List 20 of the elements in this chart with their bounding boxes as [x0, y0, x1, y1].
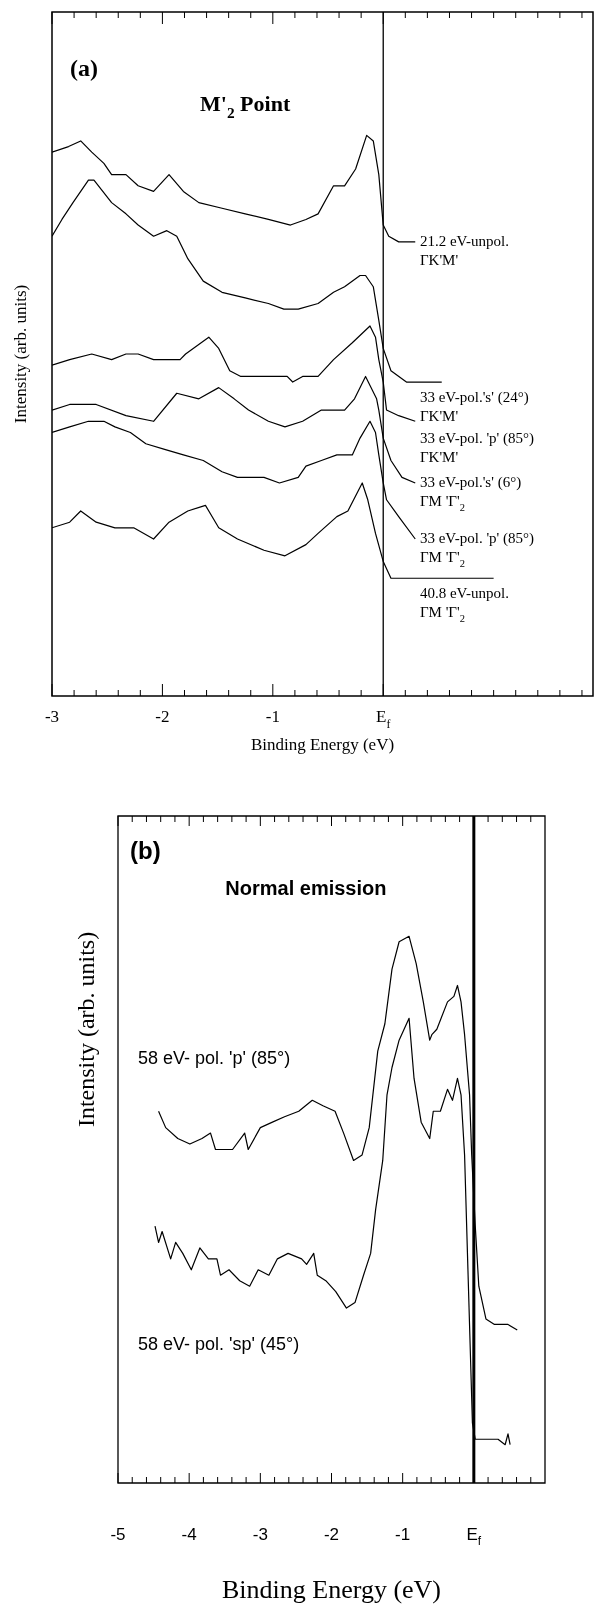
x-tick-label: -2: [323, 1524, 340, 1544]
x-axis-title: Binding Energy (eV): [221, 1574, 442, 1604]
x-tick-label: -1: [395, 1524, 411, 1544]
x-tick-label: -3: [252, 1524, 268, 1544]
chart-title: Normal emission: [225, 876, 387, 899]
series-label: 21.2 eV-unpol. ΓK'M': [419, 232, 509, 269]
text: 58 eV- pol. 'p' (85°): [138, 1048, 291, 1069]
x-axis-title: Binding Energy (eV): [250, 735, 395, 755]
text: (b): [130, 836, 161, 864]
x-tick-label: -5: [110, 1524, 126, 1544]
x-tick-label: -2: [155, 707, 170, 727]
x-tick-label: -3: [44, 707, 60, 727]
text: (a): [70, 55, 98, 82]
x-tick-label: -4: [181, 1524, 197, 1544]
x-tick-label: -1: [265, 707, 280, 727]
series-label: 33 eV-pol. 'p' (85°) ΓK'M': [419, 429, 535, 466]
text: 58 eV- pol. 'sp' (45°): [138, 1334, 300, 1355]
y-axis-title: Intensity (arb. units): [11, 284, 31, 424]
y-axis-title: Intensity (arb. units): [73, 931, 100, 1128]
series-label: 33 eV-pol.'s' (24°) ΓK'M': [419, 388, 529, 425]
